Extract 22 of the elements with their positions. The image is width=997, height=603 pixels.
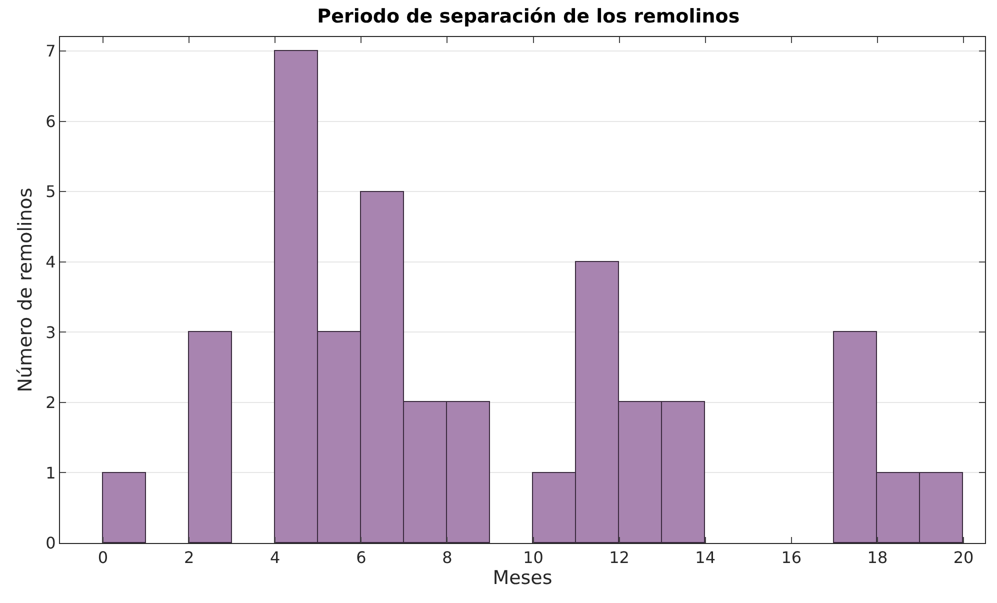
x-tick-label: 18: [867, 548, 888, 568]
y-axis-title: Número de remolinos: [14, 188, 36, 392]
y-tick-label: 7: [46, 42, 56, 61]
x-tick-label: 16: [781, 548, 802, 568]
x-tick-label: 2: [184, 548, 194, 568]
x-tick-label: 12: [609, 548, 630, 568]
x-tick-label: 6: [356, 548, 366, 568]
x-tick-label: 4: [270, 548, 280, 568]
x-tick-label: 10: [523, 548, 544, 568]
y-tick-label: 5: [46, 182, 56, 202]
x-tick-label: 8: [442, 548, 452, 568]
y-tick-label: 4: [46, 252, 56, 272]
x-tick-label: 14: [695, 548, 716, 568]
y-tick-label: 0: [46, 534, 56, 553]
y-tick-label: 3: [46, 322, 56, 342]
y-tick-label: 6: [46, 112, 56, 131]
y-tick-label: 1: [46, 463, 56, 482]
x-tick-label: 20: [953, 548, 974, 568]
chart-title: Periodo de separación de los remolinos: [317, 5, 740, 28]
x-tick-label: 0: [98, 548, 108, 568]
y-tick-label: 2: [46, 393, 56, 412]
x-axis-title: Meses: [492, 567, 552, 590]
